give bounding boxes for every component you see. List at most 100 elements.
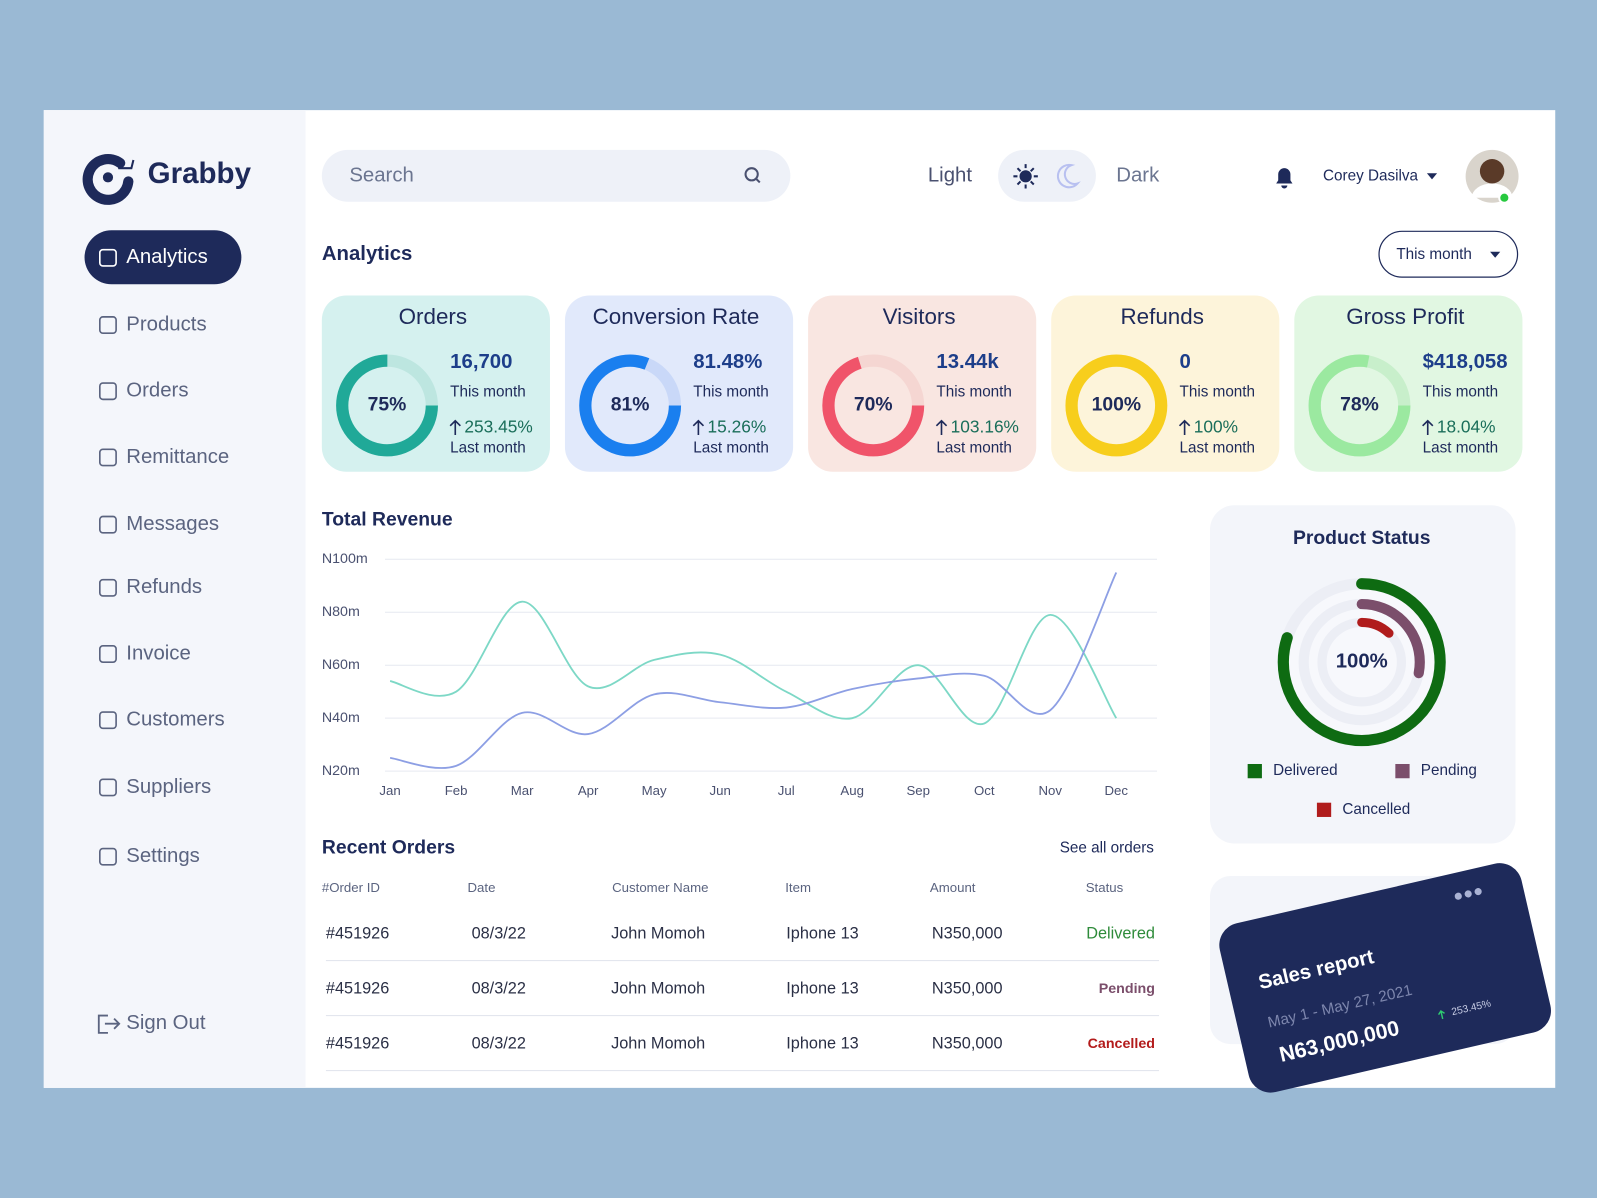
donut-label: 81% (611, 394, 650, 416)
nav-icon[interactable] (98, 448, 117, 467)
nav-item[interactable]: Remittance (98, 446, 229, 468)
nav-label[interactable]: Refunds (126, 576, 202, 598)
notification-bell[interactable] (1276, 168, 1293, 189)
nav-icon[interactable] (98, 578, 117, 597)
x-tick-label: May (642, 783, 667, 798)
kpi-title: Gross Profit (1346, 304, 1465, 329)
x-tick-label: Oct (974, 783, 995, 798)
nav-icon[interactable] (98, 316, 117, 334)
nav-item[interactable]: Settings (98, 845, 200, 867)
change-arrow (1178, 419, 1191, 436)
kpi-value-caption: This month (450, 383, 526, 400)
change-arrow (449, 419, 461, 436)
nav-label[interactable]: Invoice (126, 642, 191, 664)
kpi-change: 15.26% (708, 416, 767, 436)
x-tick-label: Feb (445, 783, 468, 798)
x-tick-label: Sep (906, 783, 930, 798)
kpi-change-caption: Last month (936, 439, 1012, 456)
table-cell: John Momoh (611, 979, 705, 997)
nav-label[interactable]: Remittance (126, 446, 229, 468)
nav-label[interactable]: Products (126, 313, 206, 335)
donut-arc (822, 354, 925, 457)
donut-label: 70% (854, 394, 893, 416)
nav-icon[interactable] (98, 382, 117, 401)
kpi-card (808, 295, 1037, 472)
nav-item[interactable]: Products (98, 313, 207, 335)
ring-center-label: 100% (1336, 651, 1388, 673)
table-cell: Iphone 13 (786, 1034, 858, 1052)
kpi-value: 0 (1180, 351, 1191, 373)
kpi-change: 18.04% (1437, 416, 1496, 436)
user-name[interactable]: Corey Dasilva (1323, 167, 1419, 184)
table-cell: #451926 (326, 1034, 389, 1052)
dark-label: Dark (1116, 165, 1160, 187)
period-dropdown[interactable]: This month (1378, 230, 1519, 278)
legend-label: Pending (1421, 762, 1477, 779)
sign-out[interactable]: Sign Out (97, 1012, 206, 1034)
revenue-line (389, 572, 1118, 769)
nav-item[interactable]: Orders (98, 380, 189, 402)
nav-item[interactable]: Suppliers (98, 776, 211, 798)
x-tick-label: Apr (578, 783, 599, 798)
kpi-value-caption: This month (693, 383, 769, 400)
donut-label: 75% (368, 394, 407, 416)
nav-item[interactable]: Analytics (98, 246, 208, 268)
nav-item[interactable]: Customers (98, 709, 225, 731)
x-tick-label: Dec (1104, 783, 1128, 798)
donut-arc (1065, 354, 1168, 457)
search-placeholder[interactable]: Search (349, 165, 414, 187)
kpi-change-caption: Last month (1423, 439, 1499, 456)
status-cell: Delivered (1086, 924, 1155, 942)
donut-label: 100% (1092, 394, 1141, 416)
nav-icon[interactable] (98, 248, 117, 267)
user-menu[interactable]: Corey Dasilva (1323, 167, 1438, 184)
nav-label[interactable]: Orders (126, 380, 188, 402)
change-arrow (692, 419, 705, 436)
kpi-title: Orders (399, 304, 467, 329)
status-title: Product Status (1293, 527, 1431, 549)
change-arrow (935, 419, 948, 436)
kpi-change: 103.16% (951, 416, 1019, 436)
sign-out-label[interactable]: Sign Out (126, 1012, 206, 1034)
kpi-value: 13.44k (936, 351, 999, 373)
nav-label[interactable]: Settings (126, 845, 200, 867)
table-cell: N350,000 (932, 979, 1003, 997)
status-cell: Cancelled (1088, 1036, 1155, 1052)
nav-label[interactable]: Suppliers (126, 776, 211, 798)
active-nav-pill (84, 230, 242, 285)
change-arrow (1422, 419, 1434, 436)
kpi-value: 81.48% (693, 351, 762, 373)
kpi-change: 100% (1194, 416, 1238, 436)
legend-swatch (1316, 802, 1332, 817)
nav-icon[interactable] (98, 515, 117, 534)
nav-icon[interactable] (98, 778, 117, 797)
column-header: Customer Name (612, 880, 708, 895)
y-tick-label: N80m (322, 604, 360, 620)
nav-item[interactable]: Invoice (98, 642, 191, 664)
nav-item[interactable]: Refunds (98, 576, 202, 598)
avatar[interactable] (1465, 149, 1519, 204)
x-tick-label: Aug (840, 783, 864, 798)
nav-icon[interactable] (98, 847, 117, 866)
kpi-title: Visitors (883, 304, 956, 329)
period-label[interactable]: This month (1396, 246, 1472, 263)
see-all-link[interactable]: See all orders (1060, 840, 1155, 857)
nav-icon[interactable] (98, 711, 117, 730)
kpi-title: Conversion Rate (593, 304, 760, 329)
kpi-card (1294, 295, 1523, 472)
kpi-value-caption: This month (936, 383, 1012, 400)
nav-item[interactable]: Messages (98, 513, 219, 535)
search-box[interactable]: Search (321, 149, 791, 202)
table-cell: Iphone 13 (786, 979, 858, 997)
nav-label[interactable]: Messages (126, 513, 219, 535)
theme-toggle[interactable] (998, 149, 1096, 202)
column-header: Date (467, 880, 495, 895)
y-tick-label: N40m (322, 710, 360, 726)
status-cell: Pending (1099, 981, 1155, 997)
nav-icon[interactable] (98, 645, 117, 663)
table-cell: John Momoh (611, 1034, 705, 1052)
nav-label[interactable]: Customers (126, 709, 224, 731)
nav-label[interactable]: Analytics (126, 246, 207, 268)
light-label: Light (928, 165, 972, 187)
